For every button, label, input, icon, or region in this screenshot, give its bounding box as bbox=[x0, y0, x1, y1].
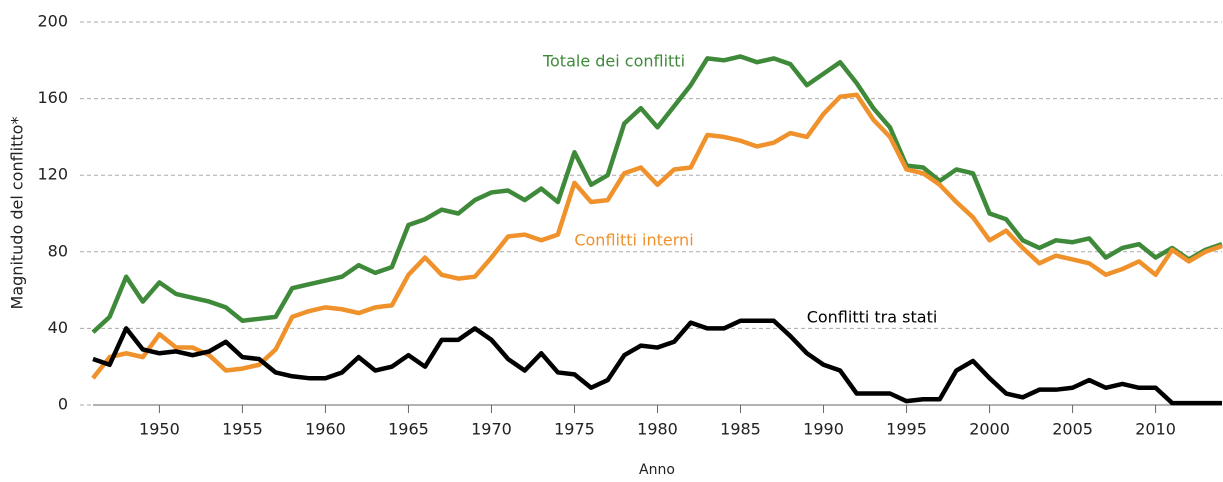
x-tick-label: 2005 bbox=[1052, 420, 1093, 439]
series-line bbox=[91, 92, 1223, 380]
x-tick-label: 1965 bbox=[388, 420, 429, 439]
x-tick-label: 1985 bbox=[720, 420, 761, 439]
x-tick-label: 1975 bbox=[554, 420, 595, 439]
series-label: Conflitti tra stati bbox=[807, 308, 938, 327]
x-tick-label: 1960 bbox=[305, 420, 346, 439]
series-label: Totale dei conflitti bbox=[542, 52, 685, 71]
y-axis-label: Magnitudo del conflitto* bbox=[8, 117, 27, 310]
series-line bbox=[91, 54, 1223, 334]
y-tick-label: 160 bbox=[37, 88, 68, 107]
y-tick-label: 120 bbox=[37, 165, 68, 184]
x-axis-label: Anno bbox=[639, 462, 675, 478]
y-tick-label: 40 bbox=[48, 318, 68, 337]
x-tick-label: 1970 bbox=[471, 420, 512, 439]
x-tick-label: 1955 bbox=[222, 420, 263, 439]
x-tick-label: 1980 bbox=[637, 420, 678, 439]
series-line bbox=[92, 318, 1222, 406]
x-tick-label: 1950 bbox=[139, 420, 180, 439]
y-tick-label: 80 bbox=[48, 241, 68, 260]
x-tick-label: 1995 bbox=[886, 420, 927, 439]
y-tick-label: 200 bbox=[37, 12, 68, 31]
y-tick-label: 0 bbox=[58, 395, 68, 414]
x-tick-label: 2000 bbox=[969, 420, 1010, 439]
x-tick-label: 2010 bbox=[1135, 420, 1176, 439]
x-tick-label: 1990 bbox=[803, 420, 844, 439]
series-label: Conflitti interni bbox=[574, 231, 693, 250]
